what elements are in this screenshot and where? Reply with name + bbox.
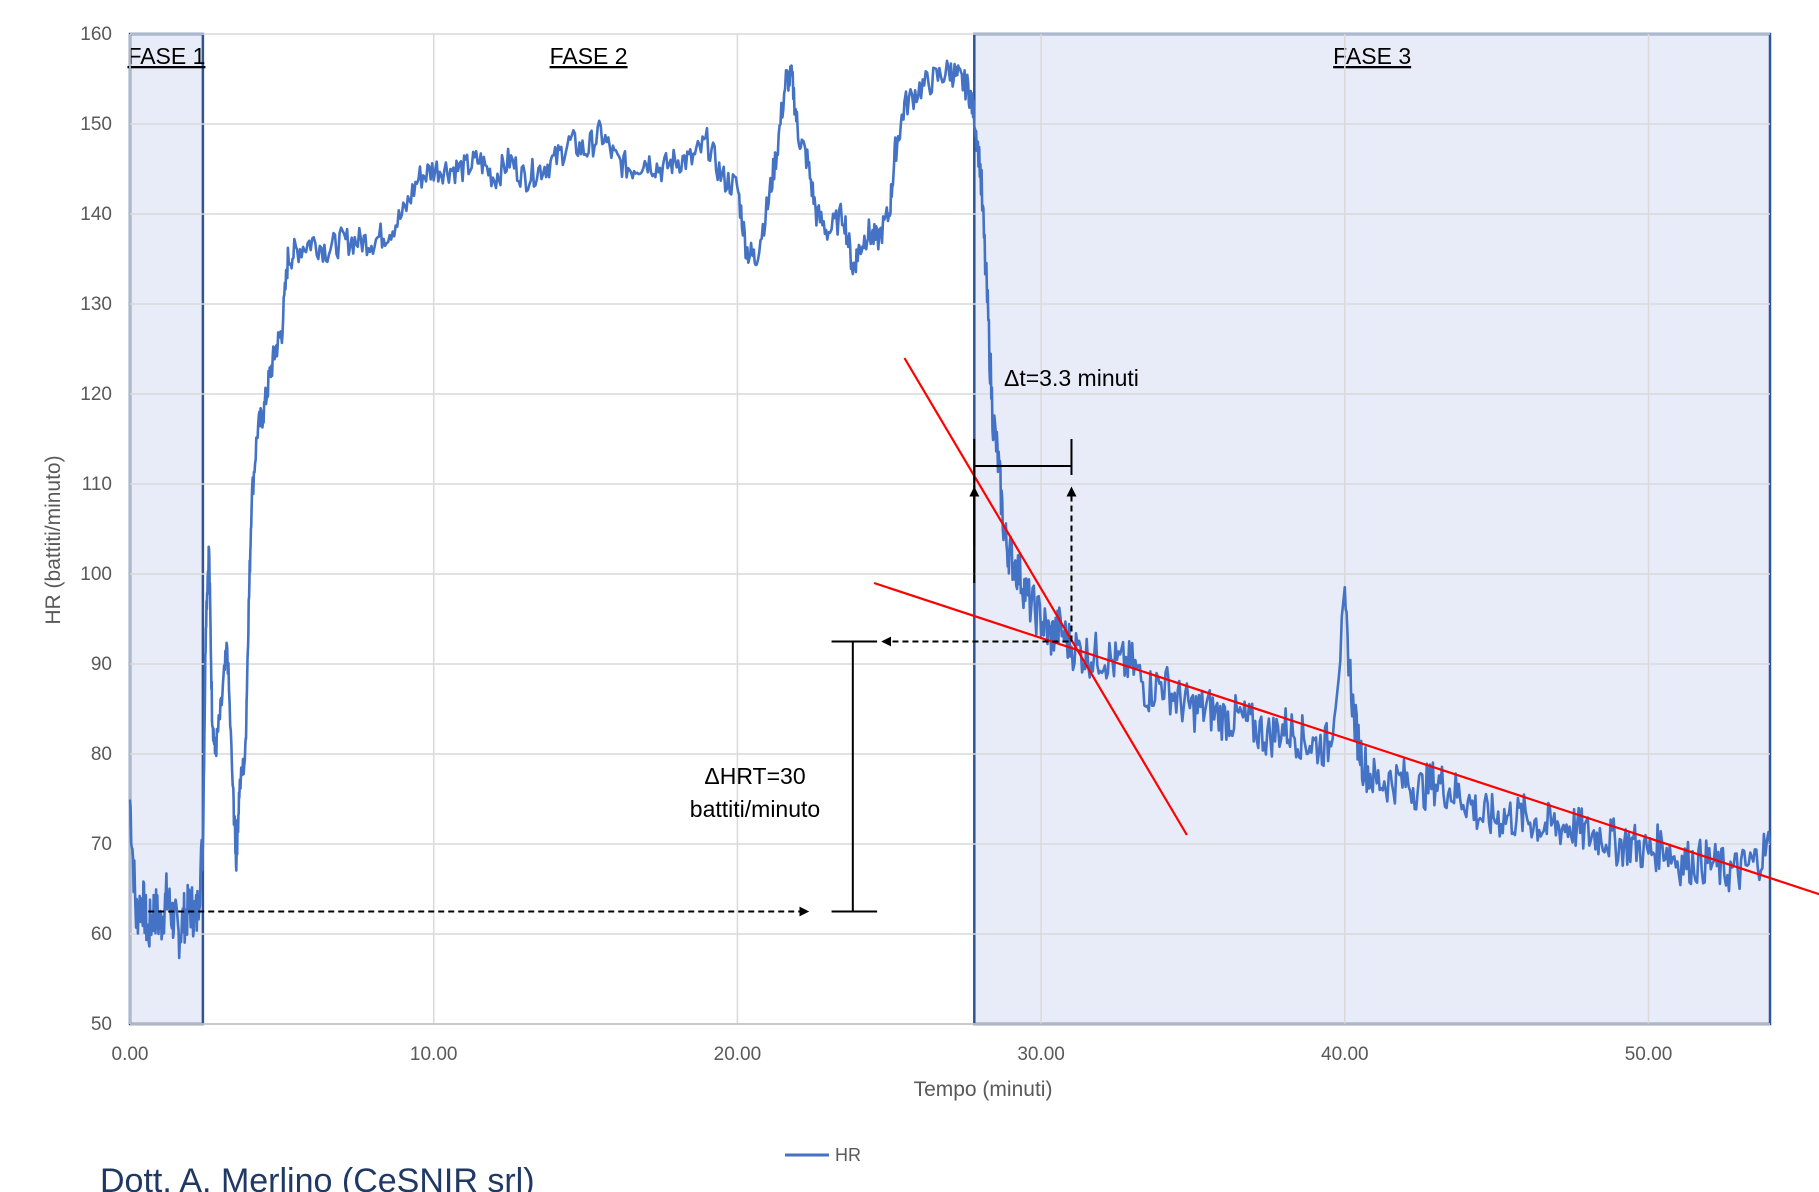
legend-label: HR: [835, 1145, 861, 1165]
y-tick-label: 140: [80, 204, 112, 225]
trend-layer: [873, 357, 1819, 896]
annotation-layer: [148, 439, 1077, 917]
y-tick-label: 150: [80, 114, 112, 135]
y-tick-label: 50: [91, 1014, 112, 1035]
x-tick-label: 0.00: [112, 1044, 149, 1065]
y-tick-label: 80: [91, 744, 112, 765]
grid-layer: [129, 33, 1770, 1025]
x-tick-label: 10.00: [410, 1044, 458, 1065]
delta-hr-label-line1: ΔHRT=30: [704, 763, 805, 789]
phase-label-2: FASE 2: [550, 43, 628, 69]
trend-line-2: [873, 581, 1819, 896]
axis-layer: 50 60 70 80 90 100 110 120 130 140 150 160 0.00 10.00…: [80, 24, 1770, 1065]
legend: HR: [785, 1145, 861, 1165]
y-axis-title: HR (battiti/minuto): [42, 455, 65, 624]
delta-hr-annotation: ΔHRT=30 battiti/minuto: [690, 763, 820, 822]
phase-box-1: [128, 32, 205, 1026]
x-tick-label: 20.00: [714, 1044, 762, 1065]
delta-t-label: Δt=3.3 minuti: [1004, 365, 1139, 391]
y-tick-label: 110: [82, 474, 112, 495]
y-tick-label: 100: [80, 564, 112, 585]
y-tick-label: 90: [91, 654, 112, 675]
phase-label-1: FASE 1: [127, 43, 205, 69]
y-tick-label: 130: [80, 294, 112, 315]
hr-series-line: [128, 59, 1772, 960]
x-tick-label: 40.00: [1321, 1044, 1369, 1065]
x-tick-label: 30.00: [1017, 1044, 1065, 1065]
y-tick-label: 60: [91, 924, 112, 945]
y-tick-label: 120: [80, 384, 112, 405]
phase-label-3: FASE 3: [1333, 43, 1411, 69]
trend-line-1: [903, 357, 1188, 836]
delta-t-annotation: Δt=3.3 minuti: [1004, 365, 1139, 391]
phase-box-3: [973, 32, 1772, 1026]
x-axis-title: Tempo (minuti): [914, 1078, 1053, 1101]
y-tick-label: 70: [91, 834, 112, 855]
y-tick-label: 160: [80, 24, 112, 45]
footer-author: Dott. A. Merlino (CeSNIR srl): [100, 1162, 535, 1192]
x-tick-label: 50.00: [1625, 1044, 1673, 1065]
delta-hr-label-line2: battiti/minuto: [690, 796, 820, 822]
series-layer: [128, 59, 1772, 960]
